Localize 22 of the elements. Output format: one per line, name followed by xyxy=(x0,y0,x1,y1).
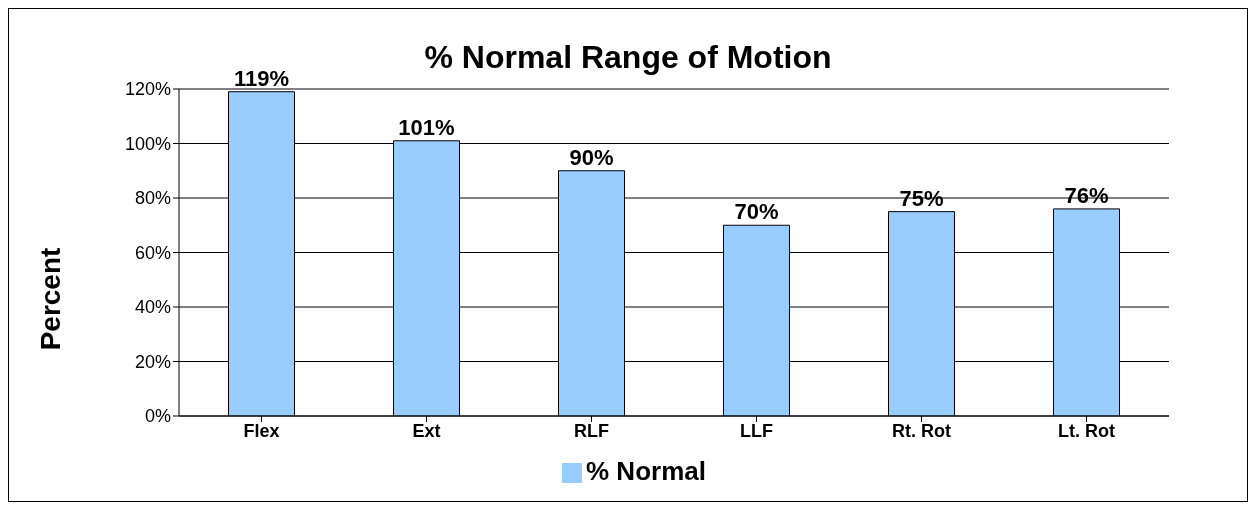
data-label: 75% xyxy=(899,185,944,211)
y-tick-label: 80% xyxy=(134,188,171,209)
data-label: 119% xyxy=(233,65,290,91)
x-tick-label: Flex xyxy=(243,420,280,441)
data-label: 76% xyxy=(1064,182,1109,208)
y-tick-label: 0% xyxy=(144,406,171,427)
y-tick-label: 40% xyxy=(134,297,171,318)
y-axis-title: Percent xyxy=(35,247,67,351)
x-tick-label: Rt. Rot xyxy=(892,420,951,441)
x-tick-label: RLF xyxy=(574,420,609,441)
x-tick-label: Ext xyxy=(412,420,441,441)
y-tick-label: 20% xyxy=(134,351,171,372)
x-tick-label: Lt. Rot xyxy=(1058,420,1115,441)
chart-title: % Normal Range of Motion xyxy=(424,39,832,75)
data-label: 90% xyxy=(569,144,614,170)
data-label: 101% xyxy=(398,114,455,140)
y-tick-label: 60% xyxy=(134,242,171,263)
data-label: 70% xyxy=(734,199,779,225)
x-tick-label: LLF xyxy=(740,420,773,441)
y-tick-label: 120% xyxy=(124,79,171,100)
y-tick-label: 100% xyxy=(124,133,171,154)
legend-label: % Normal xyxy=(586,456,706,486)
